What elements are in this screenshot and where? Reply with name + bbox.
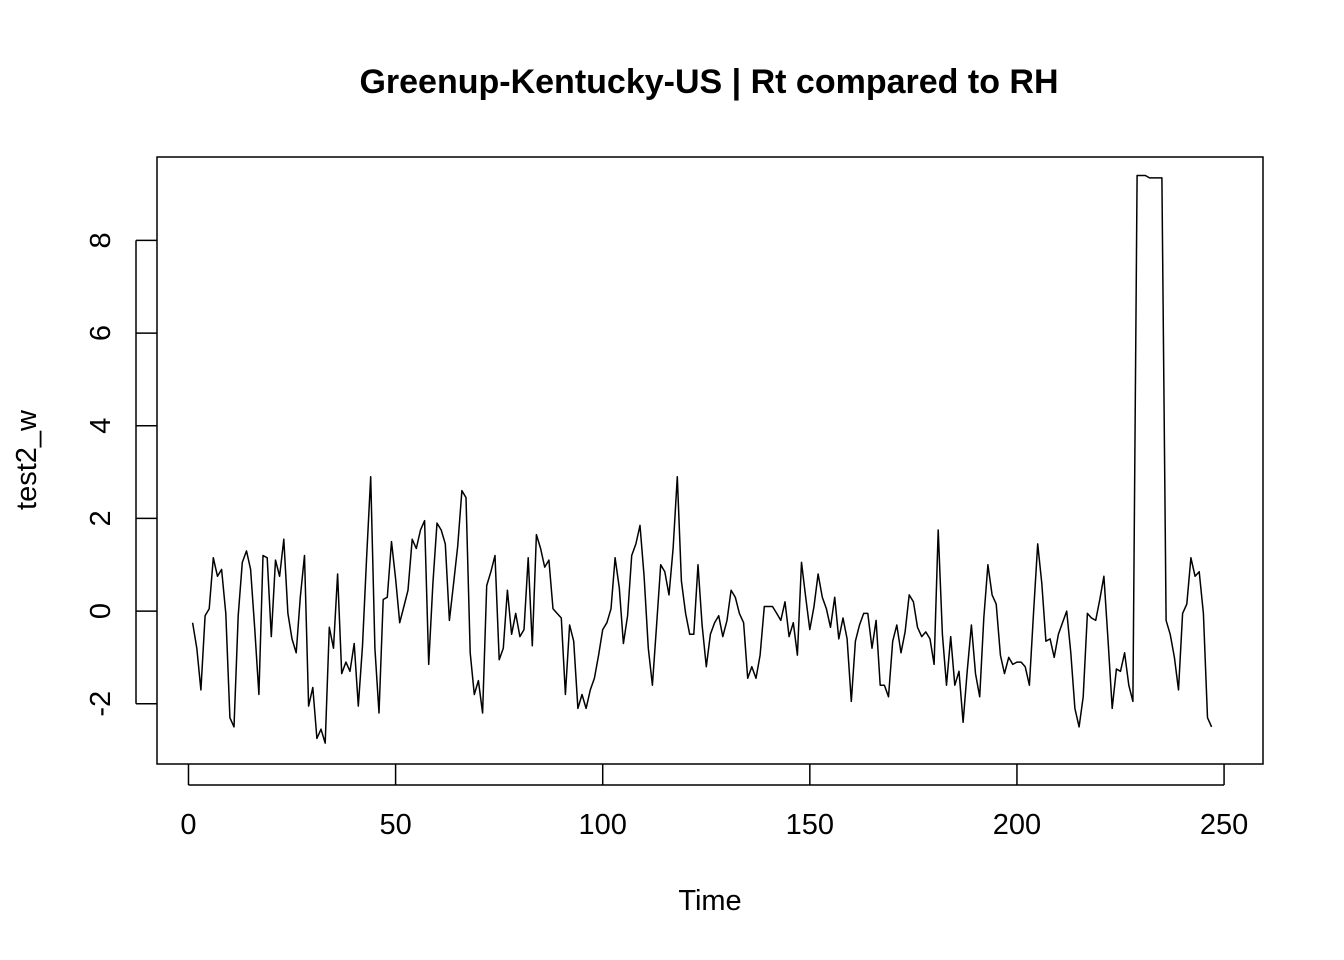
x-tick-label: 50	[379, 809, 411, 841]
x-tick-label: 150	[786, 809, 834, 841]
x-tick-label: 0	[180, 809, 196, 841]
y-axis: -2 0 2 4 6 8	[85, 232, 157, 717]
y-tick-label: 4	[85, 418, 117, 434]
x-tick-label: 100	[579, 809, 627, 841]
y-tick-label: 8	[85, 232, 117, 248]
x-tick-label: 200	[993, 809, 1041, 841]
chart-title: Greenup-Kentucky-US | Rt compared to RH	[359, 63, 1058, 101]
y-tick-label: 0	[85, 603, 117, 619]
y-tick-label: -2	[85, 691, 117, 717]
y-tick-label: 6	[85, 325, 117, 341]
x-tick-label: 250	[1200, 809, 1248, 841]
y-axis-label: test2_w	[11, 409, 43, 510]
series-line	[191, 174, 1213, 744]
x-axis: 0 50 100 150 200 250	[180, 764, 1248, 841]
y-tick-label: 2	[85, 510, 117, 526]
plot-frame	[156, 156, 1264, 765]
x-axis-label: Time	[678, 885, 741, 917]
